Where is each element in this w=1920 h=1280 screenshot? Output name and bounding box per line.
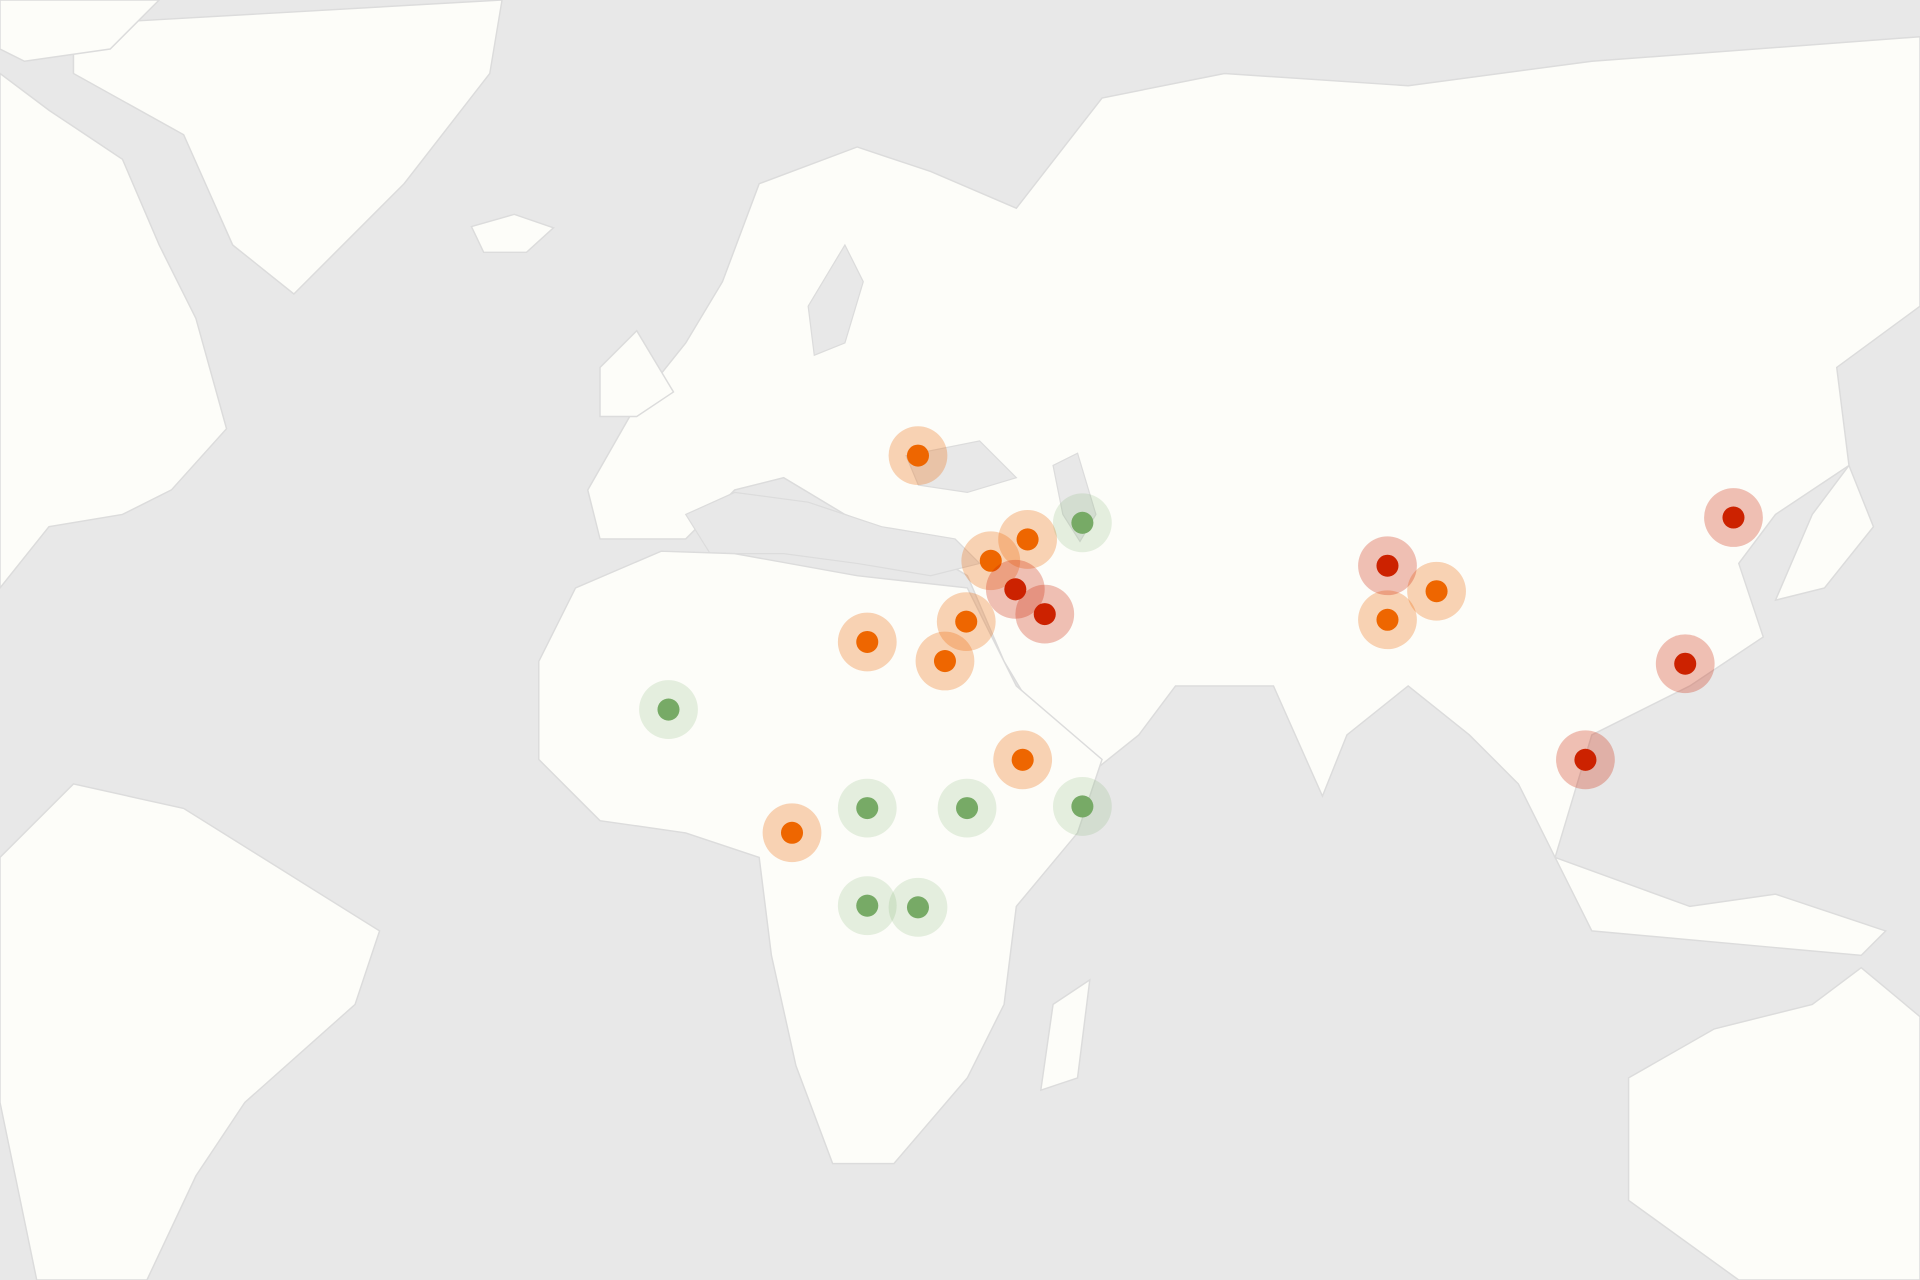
land-madagascar <box>1039 978 1091 1092</box>
map-marker-low[interactable] <box>937 778 997 838</box>
map-marker-medium[interactable] <box>837 612 897 672</box>
map-marker-low[interactable] <box>1052 493 1112 553</box>
land-greenland <box>72 0 503 295</box>
marker-dot <box>956 797 979 820</box>
map-marker-medium[interactable] <box>1407 561 1466 621</box>
map-marker-medium[interactable] <box>1358 590 1417 650</box>
map-marker-high[interactable] <box>1704 488 1763 547</box>
marker-layer <box>639 426 1763 937</box>
map-marker-low[interactable] <box>837 876 897 936</box>
marker-dot <box>1071 511 1094 534</box>
map-marker-medium[interactable] <box>993 730 1053 790</box>
map-marker-low[interactable] <box>888 877 948 937</box>
map-marker-medium[interactable] <box>762 803 822 863</box>
map-marker-low[interactable] <box>1052 777 1112 836</box>
land-japan <box>1774 463 1875 602</box>
map-marker-high[interactable] <box>1655 634 1715 694</box>
map-marker-low[interactable] <box>639 680 698 739</box>
marker-dot <box>856 630 879 654</box>
marker-dot <box>856 797 879 820</box>
map-marker-high[interactable] <box>1358 536 1417 596</box>
baltic-sea <box>807 243 864 357</box>
land-arctic-islands <box>0 0 161 63</box>
map-marker-medium[interactable] <box>888 426 948 486</box>
map-marker-high[interactable] <box>1015 584 1075 644</box>
land-north-america <box>0 72 228 590</box>
mediterranean-sea <box>684 491 981 577</box>
marker-dot <box>933 650 956 673</box>
marker-dot <box>1071 795 1094 818</box>
marker-dot <box>856 894 879 917</box>
marker-dot <box>906 896 929 919</box>
marker-dot <box>979 549 1002 572</box>
marker-dot <box>1376 554 1399 577</box>
marker-dot <box>1674 652 1697 675</box>
land-south-america <box>0 783 381 1280</box>
land-africa <box>538 550 1103 1165</box>
marker-dot <box>906 444 929 467</box>
map-marker-high[interactable] <box>1556 730 1615 790</box>
map-marker-low[interactable] <box>837 778 897 838</box>
marker-dot <box>780 821 804 844</box>
land-british-isles <box>599 329 675 418</box>
marker-dot <box>1425 580 1448 603</box>
map-marker-medium[interactable] <box>936 592 996 652</box>
marker-dot <box>1376 608 1399 631</box>
marker-dot <box>1016 528 1039 551</box>
black-sea <box>905 440 1018 494</box>
marker-dot <box>1722 506 1745 529</box>
map-marker-high[interactable] <box>985 559 1045 619</box>
map-marker-medium[interactable] <box>998 510 1057 569</box>
map-marker-medium[interactable] <box>961 531 1021 591</box>
land-australia <box>1627 966 1920 1280</box>
marker-dot <box>1033 603 1056 626</box>
marker-dot <box>955 610 978 633</box>
land-iceland <box>470 213 555 254</box>
map-marker-medium[interactable] <box>915 631 975 691</box>
marker-dot <box>1011 748 1034 771</box>
marker-dot <box>1004 578 1027 601</box>
marker-dot <box>1574 748 1597 771</box>
land-indonesia <box>1553 856 1888 957</box>
marker-dot <box>657 698 680 721</box>
